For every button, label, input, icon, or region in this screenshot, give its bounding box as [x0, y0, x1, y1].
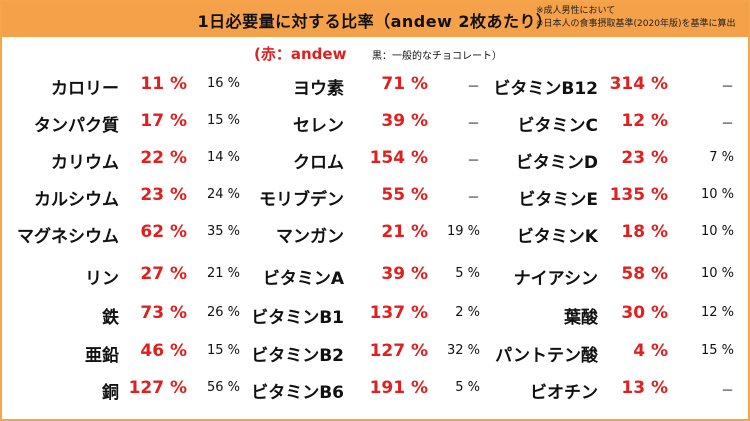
nutrient-name: 亜鉛 — [85, 346, 119, 366]
chocolate-percent: 10 % — [700, 187, 734, 202]
nutrient-name: マンガン — [276, 227, 344, 247]
chocolate-percent: 32 % — [446, 343, 480, 358]
nutrient-name: 鉄 — [102, 308, 119, 328]
andew-percent: 55 % — [381, 185, 428, 205]
chocolate-percent: 15 % — [700, 343, 734, 358]
chocolate-percent: 14 % — [206, 150, 240, 165]
andew-percent: 314 % — [609, 74, 668, 94]
andew-percent: 21 % — [381, 222, 428, 242]
nutrient-name: カルシウム — [34, 190, 119, 210]
footnote-standard: ※日本人の食事摂取基準(2020年版)を基準に算出 — [536, 19, 736, 29]
chocolate-percent: － — [466, 80, 480, 95]
nutrient-name: 葉酸 — [564, 308, 598, 328]
andew-percent: 127 % — [128, 378, 187, 398]
nutrient-name: ビタミンB1 — [251, 308, 344, 328]
andew-percent: 58 % — [621, 264, 668, 284]
header-bar: 1日必要量に対する比率（andew 2枚あたり） ※成人男性において ※日本人の… — [2, 2, 748, 37]
andew-percent: 4 % — [633, 341, 668, 361]
nutrient-name: ビタミンB6 — [251, 383, 344, 403]
table-row: カルシウム 23 % 24 % モリブデン 55 % － ビタミンE 135 % 10 % — [0, 185, 750, 215]
nutrient-name: パントテン酸 — [495, 346, 598, 366]
nutrient-name: 銅 — [102, 383, 119, 403]
chocolate-percent: 7 % — [709, 150, 734, 165]
andew-percent: 13 % — [621, 378, 668, 398]
chocolate-percent: 5 % — [455, 266, 480, 281]
legend-andew: (赤：andew — [254, 45, 347, 63]
andew-percent: 135 % — [609, 185, 668, 205]
andew-percent: 18 % — [621, 222, 668, 242]
andew-percent: 23 % — [621, 148, 668, 168]
andew-percent: 23 % — [140, 185, 187, 205]
chocolate-percent: 56 % — [206, 380, 240, 395]
chocolate-percent: 2 % — [455, 305, 480, 320]
table-row: カリウム 22 % 14 % クロム 154 % － ビタミンD 23 % 7 % — [0, 148, 750, 178]
andew-percent: 127 % — [369, 341, 428, 361]
chocolate-percent: － — [720, 117, 734, 132]
nutrient-name: マグネシウム — [17, 227, 119, 247]
andew-percent: 62 % — [140, 222, 187, 242]
nutrient-name: セレン — [293, 116, 344, 136]
chocolate-percent: 24 % — [206, 187, 240, 202]
chocolate-percent: － — [466, 117, 480, 132]
nutrient-name: リン — [85, 269, 119, 289]
chocolate-percent: 12 % — [700, 305, 734, 320]
nutrient-name: ビタミンB2 — [251, 346, 344, 366]
chocolate-percent: 5 % — [455, 380, 480, 395]
andew-percent: 73 % — [140, 303, 187, 323]
nutrient-name: ビタミンA — [262, 269, 344, 289]
andew-percent: 22 % — [140, 148, 187, 168]
chocolate-percent: 35 % — [206, 224, 240, 239]
chocolate-percent: 26 % — [206, 305, 240, 320]
nutrient-name: モリブデン — [259, 190, 344, 210]
nutrient-name: タンパク質 — [34, 116, 119, 136]
nutrient-name: カリウム — [51, 153, 119, 173]
nutrient-name: ビタミンD — [515, 153, 598, 173]
nutrient-name: ビタミンC — [517, 116, 598, 136]
nutrient-name: ビタミンE — [518, 190, 598, 210]
chocolate-percent: － — [466, 154, 480, 169]
andew-percent: 17 % — [140, 111, 187, 131]
table-row: 銅 127 % 56 % ビタミンB6 191 % 5 % ビオチン 13 % － — [0, 378, 750, 408]
legend-chocolate: 黒：一般的なチョコレート） — [372, 51, 502, 62]
chocolate-percent: 10 % — [700, 224, 734, 239]
table-row: マグネシウム 62 % 35 % マンガン 21 % 19 % ビタミンK 18 % 10 % — [0, 222, 750, 252]
chocolate-percent: 15 % — [206, 343, 240, 358]
chocolate-percent: － — [466, 191, 480, 206]
andew-percent: 39 % — [381, 264, 428, 284]
nutrient-name: ナイアシン — [513, 269, 598, 289]
chocolate-percent: 15 % — [206, 113, 240, 128]
table-row: リン 27 % 21 % ビタミンA 39 % 5 % ナイアシン 58 % 10 % — [0, 264, 750, 294]
chocolate-percent: － — [720, 384, 734, 399]
nutrient-name: カロリー — [51, 79, 119, 99]
page-title: 1日必要量に対する比率（andew 2枚あたり） — [197, 12, 553, 31]
chocolate-percent: 16 % — [206, 76, 240, 91]
andew-percent: 12 % — [621, 111, 668, 131]
andew-percent: 30 % — [621, 303, 668, 323]
table-row: 鉄 73 % 26 % ビタミンB1 137 % 2 % 葉酸 30 % 12 % — [0, 303, 750, 333]
andew-percent: 11 % — [140, 74, 187, 94]
andew-percent: 39 % — [381, 111, 428, 131]
footnote-adult-male: ※成人男性において — [536, 6, 616, 16]
andew-percent: 27 % — [140, 264, 187, 284]
andew-percent: 46 % — [140, 341, 187, 361]
chocolate-percent: 10 % — [700, 266, 734, 281]
andew-percent: 71 % — [381, 74, 428, 94]
chocolate-percent: 19 % — [446, 224, 480, 239]
table-row: 亜鉛 46 % 15 % ビタミンB2 127 % 32 % パントテン酸 4 % 15 % — [0, 341, 750, 371]
nutrient-name: ビオチン — [530, 383, 598, 403]
andew-percent: 191 % — [369, 378, 428, 398]
table-row: カロリー 11 % 16 % ヨウ素 71 % － ビタミンB12 314 % － — [0, 74, 750, 104]
table-row: タンパク質 17 % 15 % セレン 39 % － ビタミンC 12 % － — [0, 111, 750, 141]
legend: (赤：andew 黒：一般的なチョコレート） — [0, 43, 750, 63]
nutrient-name: ヨウ素 — [293, 79, 344, 99]
chocolate-percent: 21 % — [206, 266, 240, 281]
nutrient-name: ビタミンK — [516, 227, 598, 247]
chocolate-percent: － — [720, 80, 734, 95]
nutrient-name: ビタミンB12 — [493, 79, 598, 99]
andew-percent: 154 % — [369, 148, 428, 168]
nutrient-name: クロム — [293, 153, 344, 173]
andew-percent: 137 % — [369, 303, 428, 323]
